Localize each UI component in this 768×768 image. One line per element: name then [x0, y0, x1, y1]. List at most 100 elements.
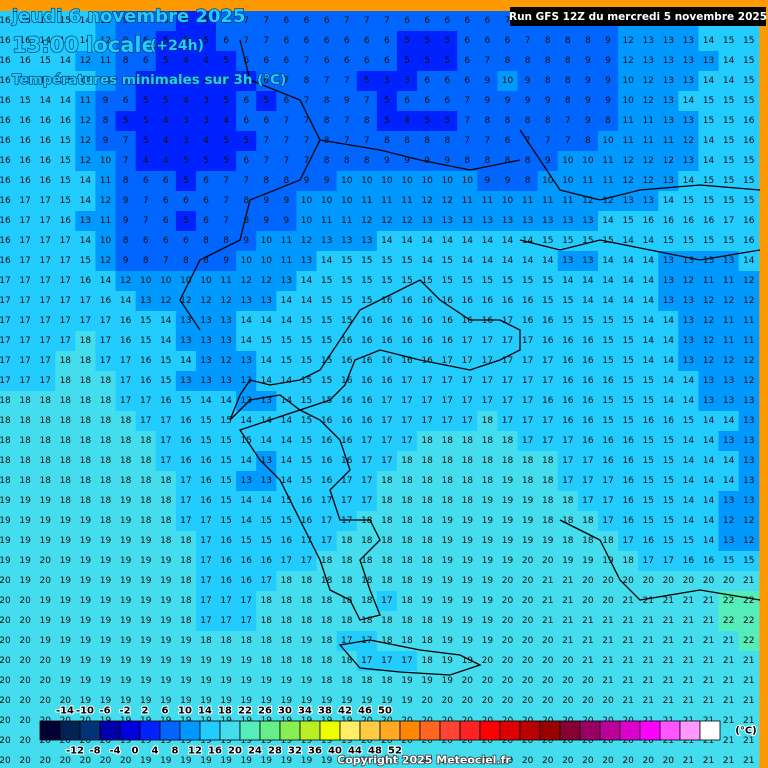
temperature-value: 15 — [602, 316, 613, 326]
coastline — [519, 129, 761, 601]
temperature-cell — [738, 751, 760, 768]
temperature-cell — [376, 31, 398, 52]
temperature-value: 17 — [160, 436, 171, 446]
temperature-value: 18 — [19, 436, 31, 446]
colorbar-tick-label: -12 — [66, 746, 84, 757]
temperature-value: 19 — [19, 536, 31, 546]
temperature-cell — [35, 451, 56, 472]
temperature-cell — [678, 211, 700, 232]
temperature-cell — [256, 251, 277, 272]
temperature-cell — [477, 171, 499, 192]
temperature-cell — [276, 571, 298, 592]
temperature-cell — [135, 71, 157, 92]
temperature-cell — [678, 611, 700, 632]
temperature-value: 20 — [381, 736, 393, 746]
temperature-value: 20 — [462, 696, 474, 706]
temperature-cell — [316, 51, 338, 72]
temperature-cell — [577, 471, 599, 492]
temperature-cell — [276, 491, 298, 512]
temperature-value: 15 — [663, 456, 674, 466]
temperature-value: 9 — [344, 96, 350, 106]
temperature-cell — [396, 411, 418, 432]
temperature-value: 13 — [663, 76, 674, 86]
temperature-cell — [477, 591, 499, 612]
temperature-value: 12 — [622, 56, 633, 66]
temperature-value: 15 — [622, 416, 633, 426]
temperature-cell — [517, 451, 539, 472]
temperature-value: 8 — [585, 36, 591, 46]
temperature-value: 8 — [243, 196, 249, 206]
temperature-value: 15 — [562, 296, 573, 306]
temperature-value: 8 — [344, 156, 350, 166]
temperature-value: 19 — [441, 616, 453, 626]
temperature-cell — [155, 571, 177, 592]
temperature-value: 6 — [424, 16, 430, 26]
temperature-cell — [457, 351, 478, 372]
temperature-value: 16 — [361, 316, 373, 326]
temperature-value: 19 — [120, 516, 132, 526]
temperature-value: 15 — [160, 356, 171, 366]
temperature-cell — [75, 351, 97, 372]
temperature-cell — [35, 291, 56, 312]
temperature-cell — [376, 331, 398, 352]
temperature-value: 18 — [441, 476, 453, 486]
temperature-cell — [256, 351, 277, 372]
temperature-cell — [457, 131, 478, 152]
temperature-value: 17 — [19, 356, 30, 366]
temperature-value: 4 — [203, 76, 209, 86]
temperature-value: 19 — [80, 696, 92, 706]
temperature-value: 21 — [683, 616, 694, 626]
temperature-cell — [15, 251, 36, 272]
temperature-value: 11 — [80, 96, 91, 106]
temperature-value: 14 — [703, 516, 715, 526]
temperature-value: 15 — [703, 116, 714, 126]
temperature-cell — [457, 31, 478, 52]
temperature-cell — [738, 291, 760, 312]
temperature-value: 12 — [220, 296, 231, 306]
temperature-cell — [195, 471, 217, 492]
temperature-value: 9 — [263, 216, 269, 226]
temperature-value: 13 — [220, 376, 231, 386]
temperature-value: 5 — [444, 116, 450, 126]
temperature-cell — [718, 731, 740, 752]
temperature-value: 15 — [301, 376, 312, 386]
temperature-value: 6 — [243, 156, 249, 166]
temperature-value: 18 — [522, 476, 534, 486]
temperature-value: 11 — [361, 196, 372, 206]
temperature-cell — [417, 291, 438, 312]
temperature-cell — [175, 11, 197, 32]
temperature-cell — [718, 351, 740, 372]
temperature-cell — [537, 371, 559, 392]
temperature-cell — [35, 131, 56, 152]
temperature-value: 5 — [243, 76, 249, 86]
temperature-cell — [175, 471, 197, 492]
temperature-value: 18 — [321, 656, 333, 666]
temperature-value: 14 — [240, 416, 252, 426]
temperature-value: 6 — [384, 56, 390, 66]
temperature-value: 18 — [401, 516, 413, 526]
temperature-cell — [618, 371, 639, 392]
temperature-value: 10 — [602, 136, 614, 146]
temperature-cell — [698, 71, 720, 92]
temperature-value: 8 — [324, 156, 330, 166]
temperature-cell — [95, 231, 117, 252]
temperature-cell — [316, 671, 338, 692]
temperature-value: 13 — [642, 196, 653, 206]
temperature-value: 14 — [683, 376, 695, 386]
temperature-cell — [296, 691, 318, 712]
temperature-value: 18 — [401, 496, 413, 506]
temperature-cell — [135, 691, 157, 712]
temperature-value: 21 — [602, 676, 613, 686]
temperature-value: 19 — [441, 556, 453, 566]
temperature-cell — [135, 31, 157, 52]
temperature-cell — [417, 131, 438, 152]
temperature-value: 17 — [522, 416, 533, 426]
colorbar-tick-label: 18 — [218, 706, 232, 717]
temperature-cell — [497, 671, 519, 692]
colorbar-tick-label: -4 — [109, 746, 120, 757]
temperature-value: 13 — [482, 216, 493, 226]
temperature-value: 20 — [602, 736, 614, 746]
temperature-cell — [216, 491, 237, 512]
temperature-value: 14 — [80, 236, 92, 246]
temperature-cell — [738, 371, 760, 392]
